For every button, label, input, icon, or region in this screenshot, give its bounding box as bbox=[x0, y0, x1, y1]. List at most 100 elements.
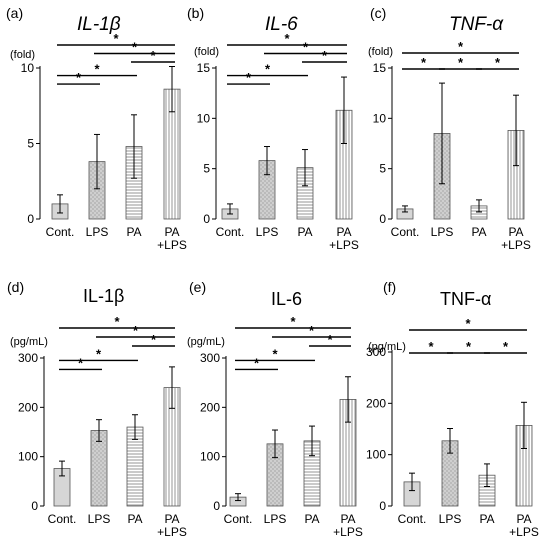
y-tick-label: 0 bbox=[379, 212, 386, 226]
y-tick-label: 300 bbox=[200, 351, 220, 365]
y-axis-label: (pg/mL) bbox=[368, 341, 406, 353]
x-tick-label: Cont. bbox=[224, 512, 253, 526]
panel-label: (a) bbox=[6, 5, 23, 21]
significance-star: * bbox=[76, 70, 82, 85]
y-tick-label: 5 bbox=[379, 162, 386, 176]
x-tick-label: PA bbox=[127, 512, 142, 526]
x-tick-label: PA bbox=[304, 512, 319, 526]
panel-label: (c) bbox=[370, 5, 386, 21]
x-tick-label: LPS bbox=[264, 512, 287, 526]
y-tick-label: 200 bbox=[200, 400, 220, 414]
significance-star: * bbox=[272, 346, 278, 361]
significance-star: * bbox=[94, 62, 100, 77]
panel-title: IL-6 bbox=[265, 14, 298, 35]
y-axis-label: (pg/mL) bbox=[10, 336, 48, 348]
panel-title: IL-6 bbox=[271, 289, 302, 309]
x-tick-label: PA bbox=[479, 512, 494, 526]
significance-star: * bbox=[466, 339, 472, 354]
x-tick-label: PA bbox=[126, 225, 141, 239]
x-tick-label: LPS bbox=[86, 225, 109, 239]
significance-star: * bbox=[132, 40, 138, 55]
significance-star: * bbox=[114, 314, 120, 329]
x-tick-label: PA bbox=[336, 225, 351, 239]
y-tick-label: 200 bbox=[366, 396, 386, 410]
significance-star: * bbox=[421, 55, 427, 70]
y-tick-label: 300 bbox=[366, 345, 386, 359]
y-tick-label: 5 bbox=[27, 137, 34, 151]
x-tick-label: Cont. bbox=[398, 512, 427, 526]
x-tick-label: Cont. bbox=[46, 225, 75, 239]
significance-star: * bbox=[309, 323, 315, 338]
significance-star: * bbox=[150, 48, 156, 63]
significance-star: * bbox=[151, 332, 157, 347]
x-tick-label: PA bbox=[340, 512, 355, 526]
x-tick-label: +LPS bbox=[509, 525, 539, 539]
significance-star: * bbox=[465, 316, 471, 331]
x-tick-label: Cont. bbox=[391, 225, 420, 239]
panel-label: (b) bbox=[187, 5, 204, 21]
significance-star: * bbox=[428, 339, 434, 354]
x-tick-label: LPS bbox=[431, 225, 454, 239]
y-tick-label: 0 bbox=[203, 212, 210, 226]
y-tick-label: 10 bbox=[197, 111, 211, 125]
significance-star: * bbox=[290, 314, 296, 329]
significance-star: * bbox=[113, 31, 119, 46]
x-tick-label: Cont. bbox=[216, 225, 245, 239]
y-tick-label: 200 bbox=[18, 400, 38, 414]
significance-star: * bbox=[458, 39, 464, 54]
significance-star: * bbox=[254, 355, 260, 370]
significance-star: * bbox=[503, 339, 509, 354]
y-tick-label: 0 bbox=[31, 499, 38, 513]
significance-star: * bbox=[284, 31, 290, 46]
x-tick-label: +LPS bbox=[501, 238, 531, 252]
panel-d: (d) IL-1β (pg/mL) 0 100 200 300 Cont. LPS PA PA… bbox=[7, 279, 187, 539]
y-tick-label: 100 bbox=[200, 450, 220, 464]
x-tick-label: LPS bbox=[88, 512, 111, 526]
y-axis-label: (fold) bbox=[194, 46, 219, 58]
x-tick-label: PA bbox=[164, 225, 179, 239]
y-tick-label: 300 bbox=[18, 351, 38, 365]
x-tick-label: PA bbox=[471, 225, 486, 239]
y-tick-label: 100 bbox=[366, 448, 386, 462]
significance-star: * bbox=[96, 346, 102, 361]
significance-star: * bbox=[78, 355, 84, 370]
y-axis-label: (fold) bbox=[10, 49, 35, 61]
y-tick-label: 15 bbox=[197, 61, 211, 75]
y-tick-label: 0 bbox=[27, 212, 34, 226]
x-tick-label: PA bbox=[516, 512, 531, 526]
x-tick-label: LPS bbox=[439, 512, 462, 526]
significance-star: * bbox=[458, 55, 464, 70]
x-tick-label: PA bbox=[508, 225, 523, 239]
y-tick-label: 0 bbox=[379, 499, 386, 513]
x-tick-label: +LPS bbox=[157, 525, 187, 539]
panel-label: (e) bbox=[189, 279, 206, 295]
y-axis-label: (pg/mL) bbox=[187, 336, 225, 348]
panel-title: TNF-α bbox=[440, 289, 491, 309]
y-tick-label: 100 bbox=[18, 450, 38, 464]
panel-title: IL-1β bbox=[77, 14, 121, 35]
y-tick-label: 0 bbox=[213, 499, 220, 513]
x-tick-label: +LPS bbox=[157, 238, 187, 252]
panel-title: IL-1β bbox=[83, 286, 124, 306]
panel-label: (d) bbox=[7, 279, 24, 295]
significance-star: * bbox=[265, 62, 271, 77]
x-tick-label: LPS bbox=[256, 225, 279, 239]
y-tick-label: 15 bbox=[373, 61, 387, 75]
x-tick-label: PA bbox=[164, 512, 179, 526]
y-axis-label: (fold) bbox=[368, 46, 393, 58]
y-tick-label: 10 bbox=[373, 111, 387, 125]
significance-star: * bbox=[322, 48, 328, 63]
significance-star: * bbox=[303, 40, 309, 55]
panel-title: TNF-α bbox=[449, 14, 504, 35]
